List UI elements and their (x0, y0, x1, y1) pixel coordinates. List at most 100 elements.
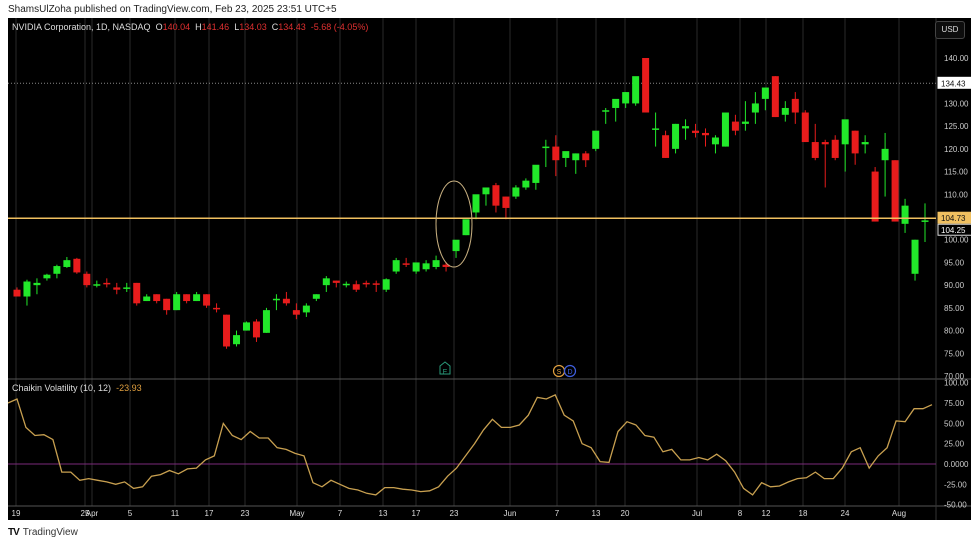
candle-body[interactable] (592, 130, 600, 149)
candle-body[interactable] (761, 87, 769, 99)
candle-body[interactable] (63, 260, 71, 267)
candle-body[interactable] (652, 128, 660, 130)
candle-body[interactable] (213, 307, 221, 310)
candle-body[interactable] (282, 298, 290, 304)
candle-body[interactable] (372, 283, 380, 285)
candle-body[interactable] (242, 322, 250, 331)
candle-body[interactable] (502, 196, 510, 208)
candle-body[interactable] (153, 294, 161, 302)
ellipse-annotation[interactable] (435, 180, 473, 268)
candle-body[interactable] (921, 220, 929, 222)
candle-body[interactable] (472, 194, 480, 213)
candle-body[interactable] (53, 266, 61, 274)
candle-body[interactable] (861, 142, 869, 145)
candle-body[interactable] (312, 294, 320, 299)
candle-body[interactable] (113, 287, 121, 290)
candle-body[interactable] (342, 283, 350, 286)
candle-body[interactable] (841, 119, 849, 145)
dividend-icon[interactable] (563, 364, 577, 378)
candle-body[interactable] (751, 103, 759, 113)
candle-body[interactable] (492, 185, 500, 206)
candle-body[interactable] (512, 187, 520, 197)
candle-body[interactable] (741, 121, 749, 124)
candle-body[interactable] (612, 98, 620, 108)
candle-body[interactable] (831, 139, 839, 158)
candle-body[interactable] (382, 279, 390, 290)
candle-body[interactable] (292, 310, 300, 315)
candle-body[interactable] (352, 284, 360, 290)
candle-body[interactable] (801, 112, 809, 143)
candle-body[interactable] (602, 110, 610, 112)
candle-body[interactable] (871, 171, 879, 222)
candle-body[interactable] (322, 278, 330, 286)
candle-body[interactable] (272, 298, 280, 301)
candle-body[interactable] (203, 294, 211, 306)
candle-body[interactable] (23, 281, 31, 297)
candle-body[interactable] (811, 142, 819, 158)
candle-body[interactable] (821, 142, 829, 145)
candle-body[interactable] (123, 287, 131, 289)
candle-body[interactable] (163, 298, 171, 311)
chaikin-volatility-line[interactable] (8, 394, 933, 496)
chart-container[interactable]: 19 25 Apr 5 11 17 23 May 7 13 17 23 Jun 7 13 20 Jul 8 12 18… (8, 18, 971, 520)
candle-body[interactable] (552, 146, 560, 161)
candle-body[interactable] (542, 146, 550, 149)
candle-body[interactable] (452, 239, 460, 252)
candle-body[interactable] (911, 239, 919, 274)
candle-body[interactable] (572, 153, 580, 161)
candle-body[interactable] (642, 58, 650, 113)
candle-body[interactable] (93, 284, 101, 286)
candle-body[interactable] (532, 164, 540, 183)
candle-body[interactable] (422, 263, 430, 270)
candle-body[interactable] (442, 264, 450, 267)
candle-body[interactable] (193, 294, 201, 302)
candle-body[interactable] (412, 262, 420, 272)
candle-body[interactable] (701, 132, 709, 136)
candle-body[interactable] (402, 263, 410, 265)
candle-body[interactable] (252, 321, 260, 338)
currency-button[interactable]: USD (935, 21, 965, 39)
candle-body[interactable] (183, 294, 191, 302)
candle-body[interactable] (223, 314, 231, 347)
candle-body[interactable] (851, 130, 859, 154)
candle-body[interactable] (791, 98, 799, 113)
candle-body[interactable] (692, 130, 700, 133)
candle-body[interactable] (881, 148, 889, 161)
candle-body[interactable] (781, 107, 789, 115)
candle-body[interactable] (233, 335, 241, 345)
candle-body[interactable] (83, 273, 91, 286)
candle-body[interactable] (262, 310, 270, 333)
candle-body[interactable] (462, 219, 470, 236)
candle-body[interactable] (482, 187, 490, 195)
candle-body[interactable] (392, 260, 400, 272)
candle-body[interactable] (662, 135, 670, 158)
change-value: -5.68 (-4.05%) (310, 22, 369, 32)
candle-body[interactable] (731, 121, 739, 131)
candle-body[interactable] (302, 305, 310, 313)
candle-body[interactable] (43, 274, 51, 279)
earnings-icon[interactable] (439, 361, 451, 375)
candle-body[interactable] (582, 153, 590, 161)
candle-body[interactable] (632, 76, 640, 104)
candle-body[interactable] (73, 258, 81, 273)
candle-body[interactable] (891, 160, 899, 222)
candle-body[interactable] (901, 205, 909, 224)
candle-body[interactable] (771, 76, 779, 118)
candle-body[interactable] (103, 282, 111, 285)
candle-body[interactable] (721, 112, 729, 147)
candle-body[interactable] (432, 260, 440, 267)
candle-body[interactable] (33, 282, 41, 286)
candle-body[interactable] (13, 289, 21, 297)
candle-body[interactable] (133, 282, 141, 304)
candle-body[interactable] (362, 282, 370, 285)
candle-body[interactable] (682, 126, 690, 129)
candle-body[interactable] (711, 137, 719, 145)
candle-body[interactable] (522, 180, 530, 188)
candle-body[interactable] (173, 294, 181, 311)
candle-body[interactable] (672, 123, 680, 149)
candle-body[interactable] (622, 92, 630, 104)
candle-body[interactable] (143, 296, 151, 302)
candle-body[interactable] (562, 151, 570, 158)
candle-body[interactable] (332, 280, 340, 283)
